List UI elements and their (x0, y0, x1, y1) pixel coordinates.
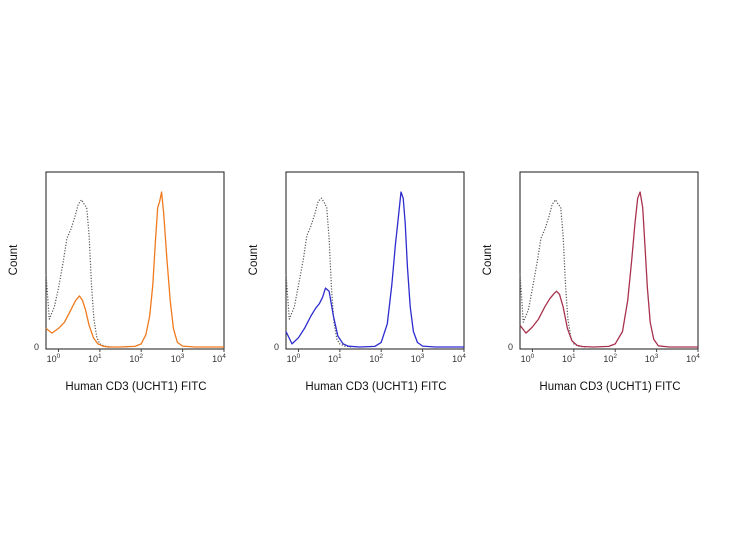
x-tick-exponent: 2 (613, 353, 617, 360)
plot-frame (285, 171, 465, 350)
stained-histogram-line-2 (285, 191, 464, 348)
x-tick-exponent: 0 (531, 353, 535, 360)
x-tick-exponent: 4 (696, 353, 700, 360)
x-tick-exponent: 0 (297, 353, 301, 360)
x-axis-title: Human CD3 (UCHT1) FITC (305, 381, 446, 393)
y-axis-title: Count (482, 244, 494, 275)
plot-frame (519, 171, 699, 350)
x-tick-base: 10 (645, 354, 655, 364)
x-tick-label: 103 (645, 353, 659, 364)
y-tick-label: 0 (508, 342, 513, 352)
x-tick-exponent: 3 (421, 353, 425, 360)
x-tick-exponent: 3 (181, 353, 185, 360)
stained-histogram-line-2 (519, 191, 698, 348)
x-tick-base: 10 (88, 354, 98, 364)
x-tick-label: 104 (686, 353, 700, 364)
x-tick-label: 104 (212, 353, 226, 364)
x-tick-base: 10 (369, 354, 379, 364)
x-tick-label: 100 (521, 353, 535, 364)
control-histogram-line-1 (285, 197, 353, 348)
x-tick-base: 10 (171, 354, 181, 364)
x-tick-label: 101 (562, 353, 576, 364)
stained-histogram-line-2 (45, 191, 224, 348)
x-tick-base: 10 (452, 354, 462, 364)
x-tick-label: 103 (411, 353, 425, 364)
x-tick-exponent: 0 (57, 353, 61, 360)
x-tick-label: 102 (369, 353, 383, 364)
x-tick-label: 102 (603, 353, 617, 364)
control-histogram-line-1 (519, 199, 587, 348)
x-tick-exponent: 1 (98, 353, 102, 360)
x-tick-base: 10 (47, 354, 57, 364)
x-tick-exponent: 2 (379, 353, 383, 360)
x-tick-exponent: 4 (462, 353, 466, 360)
x-tick-exponent: 2 (139, 353, 143, 360)
plot-frame (45, 171, 225, 350)
x-tick-label: 103 (171, 353, 185, 364)
x-axis-title: Human CD3 (UCHT1) FITC (539, 381, 680, 393)
x-tick-base: 10 (686, 354, 696, 364)
x-tick-label: 101 (328, 353, 342, 364)
y-tick-label: 0 (34, 342, 39, 352)
x-tick-base: 10 (212, 354, 222, 364)
x-tick-label: 100 (47, 353, 61, 364)
x-tick-label: 100 (287, 353, 301, 364)
y-axis-title: Count (8, 244, 20, 275)
control-histogram-line-1 (45, 199, 113, 348)
x-tick-base: 10 (328, 354, 338, 364)
x-tick-base: 10 (287, 354, 297, 364)
x-tick-label: 102 (129, 353, 143, 364)
x-tick-base: 10 (603, 354, 613, 364)
x-tick-exponent: 3 (655, 353, 659, 360)
x-tick-exponent: 1 (572, 353, 576, 360)
x-tick-exponent: 1 (338, 353, 342, 360)
x-tick-label: 104 (452, 353, 466, 364)
x-tick-exponent: 4 (222, 353, 226, 360)
x-tick-base: 10 (411, 354, 421, 364)
y-tick-label: 0 (274, 342, 279, 352)
x-tick-base: 10 (129, 354, 139, 364)
y-axis-title: Count (248, 244, 260, 275)
x-axis-title: Human CD3 (UCHT1) FITC (65, 381, 206, 393)
x-tick-label: 101 (88, 353, 102, 364)
x-tick-base: 10 (521, 354, 531, 364)
x-tick-base: 10 (562, 354, 572, 364)
